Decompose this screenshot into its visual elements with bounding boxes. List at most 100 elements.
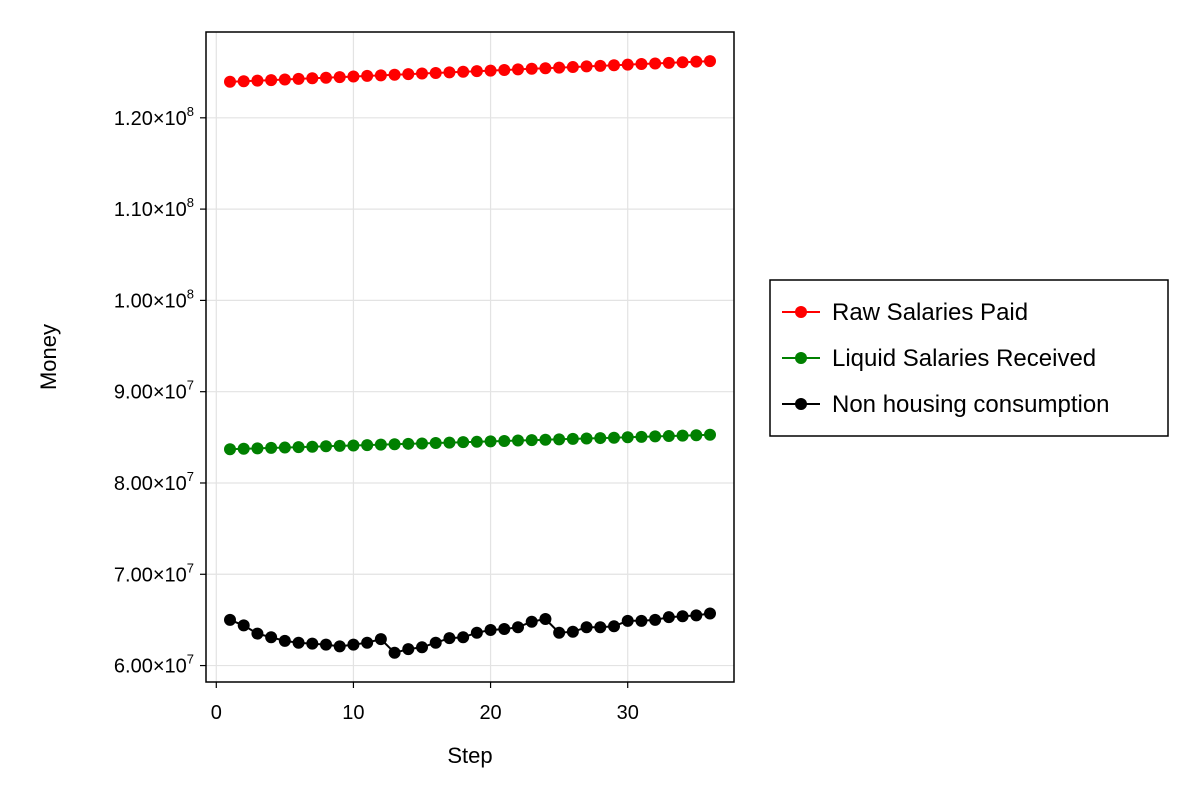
plot-frame — [205, 31, 735, 683]
data-point — [265, 441, 278, 454]
x-tick-label: 30 — [617, 702, 639, 724]
data-point — [539, 613, 552, 626]
data-point — [594, 621, 607, 634]
data-point — [429, 66, 442, 79]
data-point — [580, 60, 593, 73]
data-point — [608, 620, 620, 633]
data-point — [690, 55, 703, 68]
data-point — [690, 609, 703, 622]
data-point — [224, 613, 236, 626]
data-point — [566, 432, 579, 445]
y-tick-label: 7.00×107 — [114, 560, 194, 586]
data-point — [347, 638, 360, 651]
data-point — [361, 636, 374, 649]
data-point — [374, 69, 387, 82]
data-point — [470, 65, 483, 78]
data-point — [621, 614, 634, 627]
data-point — [306, 637, 319, 650]
data-point — [320, 71, 332, 84]
data-point — [566, 61, 579, 74]
data-point — [498, 623, 511, 636]
data-point — [388, 68, 401, 81]
data-point — [457, 631, 470, 644]
data-point — [635, 614, 648, 627]
data-point — [443, 436, 456, 449]
data-point — [621, 58, 634, 71]
data-point — [265, 631, 278, 644]
data-point — [608, 431, 620, 444]
data-point — [704, 428, 716, 441]
legend-label: Raw Salaries Paid — [832, 299, 1028, 326]
data-point — [662, 611, 675, 624]
data-point — [676, 56, 689, 69]
data-point — [457, 436, 470, 449]
legend-marker — [795, 398, 807, 410]
legend-box — [769, 279, 1169, 437]
data-point — [224, 75, 236, 88]
x-tick-label: 20 — [479, 702, 501, 724]
data-point — [676, 429, 689, 442]
y-tick-label: 6.00×107 — [114, 652, 194, 678]
data-point — [553, 626, 566, 639]
legend-marker — [795, 306, 807, 318]
data-point — [662, 430, 675, 443]
data-point — [402, 437, 415, 450]
y-tick-label: 1.00×108 — [114, 286, 194, 312]
data-point — [470, 626, 483, 639]
data-point — [498, 63, 511, 76]
series-1 — [224, 55, 716, 88]
data-point — [635, 58, 648, 71]
data-point — [429, 436, 442, 449]
legend: Raw Salaries Paid Liquid Salaries Receive… — [769, 279, 1169, 437]
data-point — [237, 442, 250, 455]
x-tick-label: 10 — [342, 702, 364, 724]
data-point — [265, 74, 278, 87]
legend-marker — [795, 352, 807, 364]
data-point — [470, 435, 483, 448]
data-point — [429, 636, 442, 649]
data-point — [416, 437, 428, 450]
data-point — [443, 632, 456, 645]
data-point — [539, 62, 552, 75]
data-point — [388, 438, 401, 451]
data-point — [512, 621, 524, 634]
series-3 — [224, 607, 716, 659]
data-point — [374, 633, 387, 646]
data-point — [525, 434, 538, 447]
data-point — [649, 613, 662, 626]
x-tick-label: 0 — [211, 702, 222, 724]
y-tick-label: 9.00×107 — [114, 378, 194, 404]
grid-lines — [206, 32, 734, 682]
data-point — [306, 440, 319, 453]
data-point — [484, 435, 497, 448]
data-point — [553, 433, 566, 446]
y-tick-label: 8.00×107 — [114, 469, 194, 495]
data-point — [553, 61, 566, 74]
data-point — [635, 430, 648, 443]
x-axis-title: Step — [447, 743, 492, 768]
y-tick-label: 1.20×108 — [114, 104, 194, 130]
data-point — [594, 59, 607, 72]
data-point — [292, 72, 305, 85]
y-tick-label: 1.10×108 — [114, 195, 194, 221]
data-point — [525, 615, 538, 628]
data-point — [224, 443, 236, 456]
data-point — [320, 638, 332, 651]
x-axis: 0 10 20 30 — [211, 682, 639, 724]
data-point — [251, 74, 264, 87]
data-point — [416, 641, 428, 654]
data-point — [484, 64, 497, 77]
data-point — [704, 55, 716, 68]
data-point — [608, 59, 620, 72]
data-point — [347, 70, 360, 83]
data-point — [649, 57, 662, 70]
data-point — [278, 634, 291, 647]
series-2 — [224, 428, 716, 456]
data-point — [512, 434, 524, 447]
data-point — [580, 432, 593, 445]
data-point — [662, 56, 675, 69]
data-point — [292, 441, 305, 454]
data-point — [333, 439, 346, 452]
data-point — [621, 431, 634, 444]
data-point — [292, 636, 305, 649]
